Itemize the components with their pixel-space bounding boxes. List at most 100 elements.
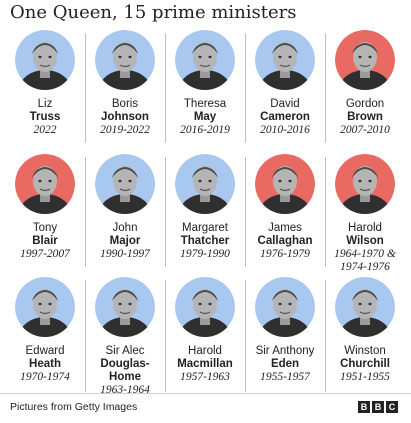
prime-minister-card: David Cameron 2010-2016 [245, 30, 325, 153]
photo-credit: Pictures from Getty Images [10, 401, 138, 413]
column-divider [85, 157, 86, 267]
column-divider [85, 33, 86, 143]
pm-first-name: Gordon [345, 98, 385, 110]
column-divider [325, 280, 326, 392]
pm-surname: Churchill [340, 358, 390, 370]
bbc-logo-letter: C [386, 401, 398, 413]
portrait-photo [255, 154, 315, 214]
pm-name-block: Tony Blair 1997-2007 [5, 222, 85, 261]
pm-name-block: Boris Johnson 2019-2022 [85, 98, 165, 137]
prime-minister-card: Sir Anthony Eden 1955-1957 [245, 277, 325, 400]
pm-name-block: Gordon Brown 2007-2010 [325, 98, 405, 137]
pm-surname: Johnson [101, 111, 149, 123]
portrait-photo [335, 277, 395, 337]
pm-term-years: 2022 [33, 124, 57, 136]
portrait-photo [175, 30, 235, 90]
footer-divider [0, 393, 411, 394]
column-divider [325, 33, 326, 143]
prime-minister-card: James Callaghan 1976-1979 [245, 154, 325, 277]
pm-first-name: John [112, 222, 138, 234]
prime-minister-card: Margaret Thatcher 1979-1990 [165, 154, 245, 277]
portrait-photo [15, 30, 75, 90]
pm-surname: Eden [270, 358, 300, 370]
pm-term-years: 1957-1963 [180, 371, 230, 383]
pm-name-block: Sir Anthony Eden 1955-1957 [245, 345, 325, 384]
prime-minister-card: John Major 1990-1997 [85, 154, 165, 277]
prime-minister-card: Gordon Brown 2007-2010 [325, 30, 405, 153]
column-divider [245, 280, 246, 392]
pm-surname: Douglas-Home [100, 358, 150, 383]
portrait-photo [95, 277, 155, 337]
pm-name-block: Harold Wilson 1964-1970 & 1974-1976 [325, 222, 405, 274]
pm-term-years: 1979-1990 [180, 248, 230, 260]
pm-term-years: 1963-1964 [100, 384, 150, 396]
pm-surname: Heath [29, 358, 61, 370]
pm-term-years: 2019-2022 [100, 124, 150, 136]
pm-name-block: Edward Heath 1970-1974 [5, 345, 85, 384]
portrait-photo [15, 154, 75, 214]
pm-first-name: James [268, 222, 302, 234]
pm-term-years: 1990-1997 [100, 248, 150, 260]
column-divider [245, 33, 246, 143]
pm-surname: Callaghan [257, 235, 313, 247]
pm-first-name: Theresa [183, 98, 227, 110]
portrait-photo [335, 154, 395, 214]
prime-minister-card: Harold Wilson 1964-1970 & 1974-1976 [325, 154, 405, 277]
pm-surname: Macmillan [177, 358, 233, 370]
pm-surname: May [193, 111, 217, 123]
pm-term-years: 1976-1979 [260, 248, 310, 260]
portrait-photo [175, 277, 235, 337]
pm-term-years: 2010-2016 [260, 124, 310, 136]
column-divider [165, 280, 166, 392]
pm-first-name: Liz [37, 98, 53, 110]
pm-surname: Wilson [346, 235, 384, 247]
pm-name-block: Margaret Thatcher 1979-1990 [165, 222, 245, 261]
column-divider [85, 280, 86, 392]
pm-surname: Blair [32, 235, 58, 247]
prime-minister-grid: Liz Truss 2022 Boris Johnson 2019-2022 Theresa… [5, 30, 405, 396]
pm-first-name: Boris [111, 98, 139, 110]
pm-term-years: 2016-2019 [180, 124, 230, 136]
prime-minister-card: Theresa May 2016-2019 [165, 30, 245, 153]
prime-minister-card: Boris Johnson 2019-2022 [85, 30, 165, 153]
pm-name-block: John Major 1990-1997 [85, 222, 165, 261]
pm-first-name: Sir Anthony [255, 345, 315, 357]
pm-first-name: Harold [348, 222, 382, 234]
prime-minister-card: Winston Churchill 1951-1955 [325, 277, 405, 400]
portrait-photo [95, 154, 155, 214]
prime-minister-card: Tony Blair 1997-2007 [5, 154, 85, 277]
portrait-photo [15, 277, 75, 337]
pm-term-years: 2007-2010 [340, 124, 390, 136]
portrait-photo [335, 30, 395, 90]
pm-name-block: Harold Macmillan 1957-1963 [165, 345, 245, 384]
pm-term-years: 1970-1974 [20, 371, 70, 383]
pm-term-years: 1951-1955 [340, 371, 390, 383]
portrait-photo [255, 277, 315, 337]
column-divider [325, 157, 326, 267]
pm-surname: Cameron [260, 111, 310, 123]
pm-name-block: Liz Truss 2022 [5, 98, 85, 137]
page-title: One Queen, 15 prime ministers [10, 2, 297, 23]
bbc-logo-letter: B [372, 401, 384, 413]
bbc-logo-letter: B [358, 401, 370, 413]
pm-name-block: Sir Alec Douglas-Home 1963-1964 [85, 345, 165, 397]
prime-minister-card: Harold Macmillan 1957-1963 [165, 277, 245, 400]
prime-minister-card: Liz Truss 2022 [5, 30, 85, 153]
pm-first-name: Harold [188, 345, 222, 357]
pm-first-name: Sir Alec [105, 345, 145, 357]
pm-term-years: 1955-1957 [260, 371, 310, 383]
portrait-photo [255, 30, 315, 90]
column-divider [245, 157, 246, 267]
column-divider [165, 33, 166, 143]
bbc-logo: B B C [358, 401, 398, 413]
pm-term-years: 1964-1970 & 1974-1976 [334, 248, 396, 273]
portrait-photo [95, 30, 155, 90]
pm-first-name: David [270, 98, 300, 110]
pm-term-years: 1997-2007 [20, 248, 70, 260]
pm-surname: Thatcher [180, 235, 230, 247]
column-divider [165, 157, 166, 267]
prime-minister-card: Edward Heath 1970-1974 [5, 277, 85, 400]
pm-surname: Major [109, 235, 141, 247]
pm-first-name: Tony [32, 222, 58, 234]
prime-minister-card: Sir Alec Douglas-Home 1963-1964 [85, 277, 165, 400]
